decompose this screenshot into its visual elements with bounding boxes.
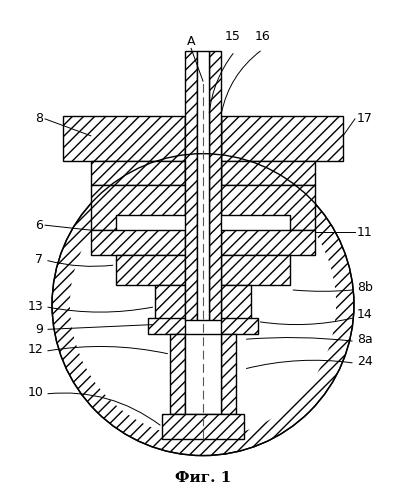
Polygon shape <box>220 186 314 230</box>
Text: 24: 24 <box>356 354 372 368</box>
Text: 9: 9 <box>35 323 43 336</box>
Polygon shape <box>220 334 235 414</box>
Polygon shape <box>91 186 185 230</box>
Polygon shape <box>220 230 314 255</box>
Polygon shape <box>91 160 185 186</box>
Text: 15: 15 <box>224 30 240 43</box>
Polygon shape <box>220 285 250 320</box>
Polygon shape <box>148 318 185 334</box>
Polygon shape <box>185 52 196 320</box>
Circle shape <box>70 172 335 438</box>
Circle shape <box>52 154 353 456</box>
Polygon shape <box>155 285 185 320</box>
Polygon shape <box>220 318 257 334</box>
Polygon shape <box>196 52 209 320</box>
Text: 13: 13 <box>27 300 43 313</box>
Polygon shape <box>170 334 185 414</box>
Text: 12: 12 <box>27 343 43 356</box>
Polygon shape <box>220 255 290 285</box>
Polygon shape <box>115 255 185 285</box>
Text: A: A <box>186 35 195 48</box>
Polygon shape <box>63 116 185 160</box>
Text: 16: 16 <box>254 30 270 43</box>
Text: 8: 8 <box>35 112 43 126</box>
Polygon shape <box>220 116 342 160</box>
Polygon shape <box>162 414 243 438</box>
Text: 7: 7 <box>35 254 43 266</box>
Text: 10: 10 <box>27 386 43 398</box>
Text: 14: 14 <box>356 308 372 321</box>
Text: Фиг. 1: Фиг. 1 <box>175 472 230 486</box>
Text: 17: 17 <box>356 112 372 126</box>
Text: 8b: 8b <box>356 281 372 294</box>
Text: 11: 11 <box>356 226 372 238</box>
Polygon shape <box>220 160 314 186</box>
Polygon shape <box>91 230 185 255</box>
Polygon shape <box>209 52 220 320</box>
Text: 8a: 8a <box>356 333 372 346</box>
Bar <box>185 116 220 186</box>
Text: 6: 6 <box>35 218 43 232</box>
Polygon shape <box>185 334 220 414</box>
